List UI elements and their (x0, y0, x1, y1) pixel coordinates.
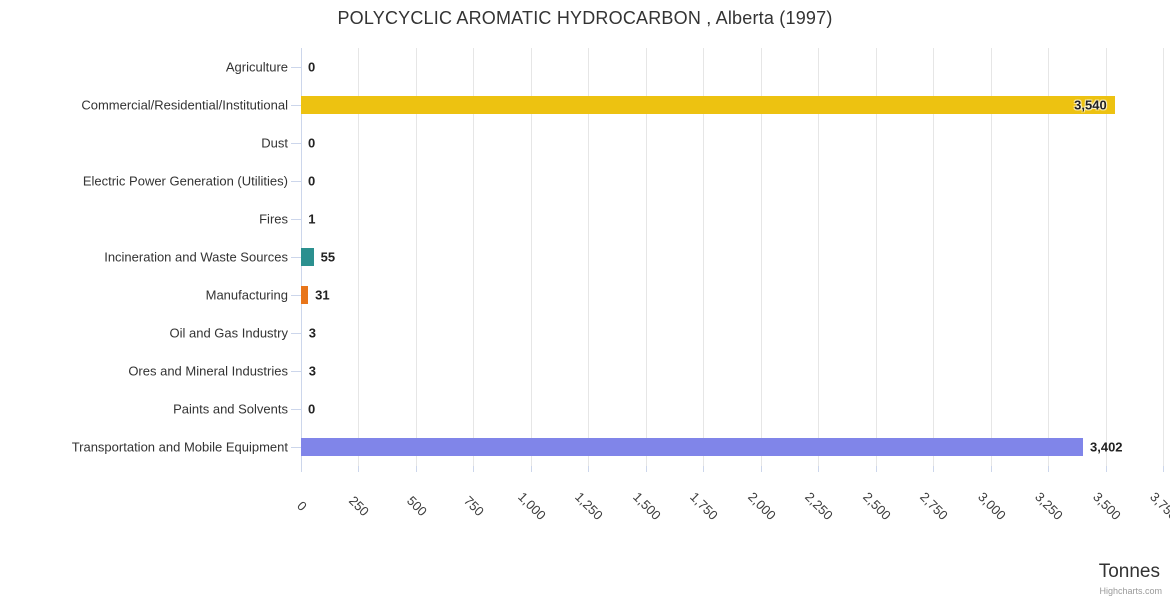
x-tick-label: 3,750 (1147, 489, 1170, 523)
x-tick-mark (1163, 466, 1164, 472)
chart-title: POLYCYCLIC AROMATIC HYDROCARBON , Albert… (337, 8, 833, 28)
category-label: Ores and Mineral Industries (128, 363, 288, 379)
category-tick-mark (291, 409, 301, 410)
gridline (875, 48, 877, 466)
x-tick-mark (1105, 466, 1107, 472)
category-tick-mark (291, 257, 301, 258)
x-tick-mark (933, 466, 935, 472)
category-label: Paints and Solvents (173, 401, 288, 417)
category-tick-mark (291, 181, 301, 182)
bar (301, 438, 1083, 456)
gridline (588, 48, 590, 466)
category-label: Transportation and Mobile Equipment (71, 439, 288, 455)
category-tick-mark (291, 333, 301, 334)
x-tick-label: 1,500 (629, 489, 664, 523)
x-tick-mark (875, 466, 877, 472)
x-tick-label: 1,250 (572, 489, 607, 523)
x-tick-label: 2,750 (917, 489, 951, 523)
x-tick-mark (301, 466, 302, 472)
value-label: 3,540 (1074, 97, 1107, 113)
value-label: 3,402 (1090, 439, 1123, 455)
gridline (358, 48, 360, 466)
gridline (818, 48, 820, 466)
gridline (1048, 48, 1050, 466)
value-label: 1 (308, 211, 316, 227)
x-tick-mark (473, 466, 475, 472)
x-tick-label: 2,250 (802, 489, 836, 523)
bar (301, 248, 314, 266)
value-label: 0 (308, 173, 316, 189)
value-label: 55 (320, 249, 336, 265)
category-label: Dust (261, 135, 288, 151)
category-tick-mark (291, 143, 301, 144)
x-tick-mark (645, 466, 647, 472)
x-tick-label: 3,250 (1032, 489, 1066, 523)
category-label: Fires (259, 211, 288, 227)
gridline (473, 48, 475, 466)
x-tick-mark (588, 466, 590, 472)
gridline (1163, 48, 1164, 466)
gridline (1105, 48, 1107, 466)
x-tick-mark (358, 466, 360, 472)
category-label: Manufacturing (205, 287, 288, 303)
gridline (703, 48, 705, 466)
value-label: 31 (315, 287, 330, 303)
gridline (990, 48, 992, 466)
category-tick-mark (291, 219, 301, 220)
gridline (415, 48, 417, 466)
category-tick-mark (291, 371, 301, 372)
x-tick-label: 1,000 (515, 489, 549, 523)
value-label: 3 (308, 363, 316, 379)
category-tick-mark (291, 447, 301, 448)
value-label: 3 (308, 325, 316, 341)
x-tick-label: 2,000 (744, 489, 779, 523)
category-label: Incineration and Waste Sources (104, 249, 288, 265)
category-label: Electric Power Generation (Utilities) (82, 173, 288, 189)
value-label: 0 (308, 401, 316, 417)
x-tick-label: 3,000 (974, 489, 1009, 523)
x-tick-mark (760, 466, 762, 472)
value-label: 0 (308, 59, 316, 75)
x-tick-label: 2,500 (859, 489, 894, 523)
x-tick-mark (415, 466, 417, 472)
x-tick-mark (818, 466, 820, 472)
category-label: Oil and Gas Industry (169, 325, 289, 341)
x-tick-label: 750 (461, 493, 488, 519)
x-tick-mark (1048, 466, 1050, 472)
gridline (933, 48, 935, 466)
x-tick-mark (530, 466, 532, 472)
category-tick-mark (291, 105, 301, 106)
x-tick-label: 500 (403, 493, 430, 519)
gridline (530, 48, 532, 466)
bar (301, 96, 1115, 114)
value-label: 0 (308, 135, 316, 151)
plot-area (301, 48, 1164, 466)
x-tick-mark (703, 466, 705, 472)
category-label: Commercial/Residential/Institutional (81, 97, 288, 113)
category-tick-mark (291, 295, 301, 296)
highcharts-credit[interactable]: Highcharts.com (1099, 586, 1162, 596)
x-tick-label: 1,750 (687, 489, 722, 523)
bar (301, 286, 309, 304)
x-tick-label: 0 (294, 498, 310, 514)
x-tick-label: 3,500 (1089, 489, 1124, 523)
x-tick-mark (990, 466, 992, 472)
category-label: Agriculture (225, 59, 288, 75)
gridline (760, 48, 762, 466)
category-tick-mark (291, 67, 301, 68)
x-axis-title: Tonnes (1098, 561, 1160, 582)
x-tick-label: 250 (346, 493, 373, 519)
gridline (645, 48, 647, 466)
